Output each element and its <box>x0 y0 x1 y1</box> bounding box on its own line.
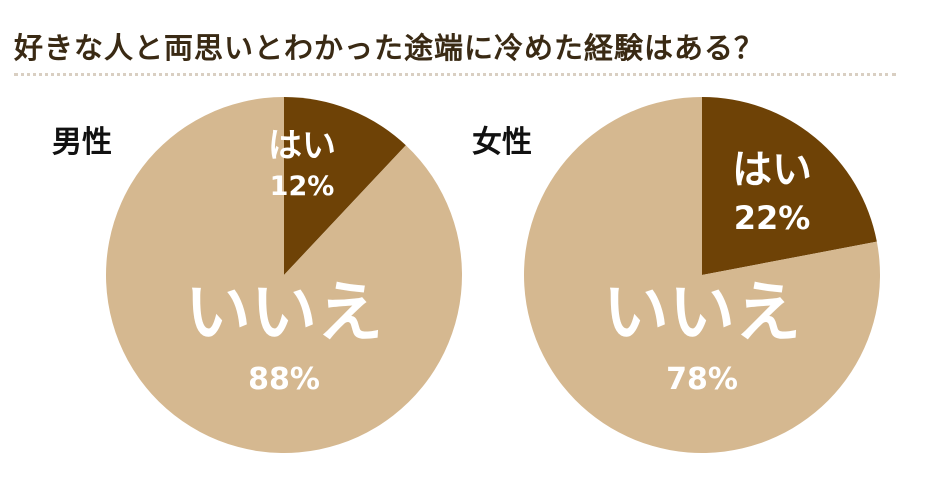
title-divider <box>14 73 896 76</box>
chart-title: 好きな人と両思いとわかった途端に冷めた経験はある？ <box>14 31 765 65</box>
pie-slice-no <box>523 97 880 453</box>
slice-label: いいえ <box>603 274 801 351</box>
slice-value-label: 12% <box>270 171 335 202</box>
slice-label: いいえ <box>185 274 383 351</box>
pie-chart-0: はい 12% いいえ 88% 男性 <box>52 97 462 454</box>
pie-slice-no <box>106 97 462 454</box>
chart-panel-title: 女性 <box>472 125 532 160</box>
pie-chart-1: はい 22% いいえ 78% 女性 <box>472 97 880 453</box>
pie-slice-yes <box>284 97 406 275</box>
slice-value-label: 22% <box>734 199 811 237</box>
pie-slice-yes <box>702 97 877 275</box>
slice-value-label: 78% <box>666 362 738 397</box>
slice-label: はい <box>732 147 812 193</box>
slice-label: はい <box>268 126 336 166</box>
slice-value-label: 88% <box>248 362 320 397</box>
chart-panel-title: 男性 <box>52 125 112 160</box>
